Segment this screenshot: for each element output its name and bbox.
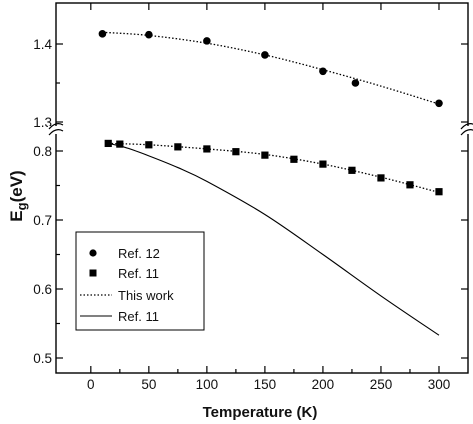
point-ref12 [319,67,327,76]
x-tick-label: 50 [141,377,156,392]
legend-label-ref11-points: Ref. 11 [118,266,159,281]
y-axis-title-subscript: g [14,202,29,210]
point-ref12 [203,37,211,45]
x-tick-label: 100 [196,377,219,392]
plot-border [55,2,469,374]
legend-box [75,231,205,331]
point-ref11 [261,151,269,159]
y-axis-title-symbol: E [7,210,26,221]
axis-break-mark [460,123,473,130]
axis-break-mark [460,129,473,136]
axis-ticks: 0 50 100 150 200 250 300 1.4 1.3 0.8 0.7 0.6 0.5 [33,3,468,392]
point-ref12 [261,51,269,59]
point-ref12 [435,99,443,108]
legend-item-ref11-line: Ref. 11 [80,309,159,324]
data-series [98,30,443,336]
fit-line-this-work [108,142,440,194]
axis-break-mark [48,123,64,130]
point-ref11 [232,148,240,156]
y-tick-label: 1.3 [33,115,52,130]
x-tick-label: 250 [370,377,393,392]
y-axis-title-unit: (eV) [7,170,26,202]
point-ref11 [377,174,385,182]
point-ref12 [351,79,360,87]
y-tick-label: 0.5 [33,351,52,366]
y-tick-label: 0.8 [33,144,52,159]
axis-break-marks [48,123,473,136]
point-ref11 [319,160,327,168]
square-marker-icon [89,269,97,277]
point-ref11 [104,139,112,148]
legend-item-this-work: This work [80,288,174,303]
x-tick-label: 150 [254,377,277,392]
y-axis-title: Eg(eV) [7,170,29,221]
legend-label-this-work: This work [118,288,174,303]
point-ref12 [145,30,153,39]
point-ref11 [145,141,153,149]
x-axis-title: Temperature (K) [203,404,318,421]
y-tick-label: 0.6 [33,282,52,297]
legend-label-ref11-line: Ref. 11 [118,309,159,324]
legend-item-ref12: Ref. 12 [89,246,160,261]
circle-marker-icon [89,249,97,257]
point-ref11 [435,188,443,196]
line-ref11 [108,142,440,336]
x-tick-label: 200 [312,377,335,392]
plot-frame [55,2,469,374]
x-tick-label: 0 [87,377,95,392]
legend-item-ref11-points: Ref. 11 [89,266,159,281]
point-ref12 [98,30,107,38]
y-tick-label: 1.4 [33,37,52,52]
point-ref11 [174,143,182,151]
fit-line-this-work [102,31,440,105]
legend: Ref. 12 Ref. 11 This work Ref. 11 [75,231,205,331]
axis-break-mark [48,129,64,136]
x-tick-label: 300 [428,377,451,392]
legend-label-ref12: Ref. 12 [118,246,160,261]
y-tick-label: 0.7 [33,213,52,228]
